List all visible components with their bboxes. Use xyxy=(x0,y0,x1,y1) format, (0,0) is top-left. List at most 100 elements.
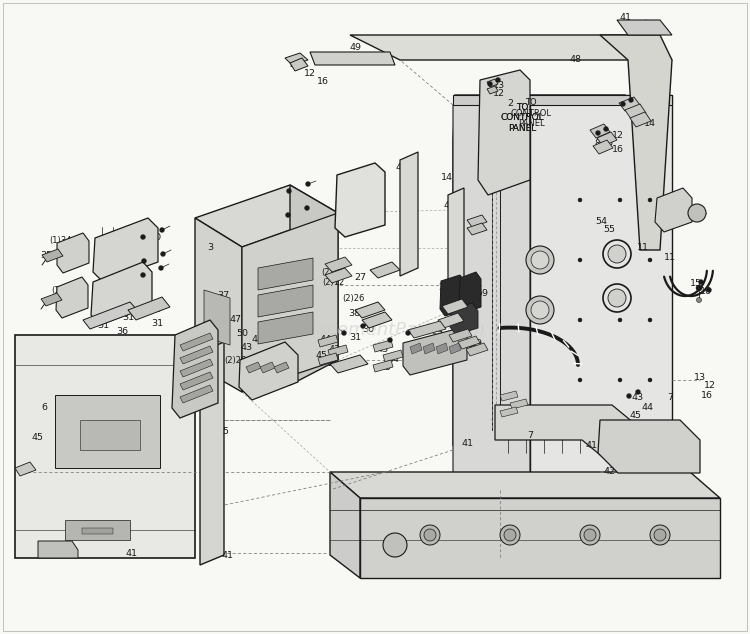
Circle shape xyxy=(140,273,146,278)
Text: 56: 56 xyxy=(40,541,52,550)
Polygon shape xyxy=(617,20,672,35)
Text: 45: 45 xyxy=(379,363,391,373)
Circle shape xyxy=(706,287,712,292)
Text: (2)29: (2)29 xyxy=(321,268,343,276)
Text: 11: 11 xyxy=(637,242,649,252)
Polygon shape xyxy=(82,528,113,534)
Text: (1)34: (1)34 xyxy=(51,285,74,295)
Text: 40: 40 xyxy=(290,60,302,70)
Circle shape xyxy=(584,529,596,541)
Text: 43: 43 xyxy=(377,346,389,354)
Text: 49: 49 xyxy=(349,44,361,53)
Polygon shape xyxy=(410,343,422,354)
Circle shape xyxy=(406,330,410,335)
Circle shape xyxy=(496,77,500,82)
Text: 41: 41 xyxy=(222,550,234,559)
Text: 24: 24 xyxy=(327,359,339,368)
Text: 51: 51 xyxy=(349,179,361,188)
Text: 17: 17 xyxy=(453,335,465,344)
Text: 4: 4 xyxy=(396,162,402,172)
Polygon shape xyxy=(350,35,672,60)
Text: 31: 31 xyxy=(122,313,134,323)
Polygon shape xyxy=(318,353,338,365)
Text: 31: 31 xyxy=(94,290,106,299)
Polygon shape xyxy=(128,297,170,320)
Polygon shape xyxy=(373,360,393,372)
Text: 5: 5 xyxy=(222,427,228,436)
Text: 41: 41 xyxy=(462,439,474,448)
Polygon shape xyxy=(180,385,213,403)
Polygon shape xyxy=(38,541,78,558)
Polygon shape xyxy=(600,35,672,250)
Polygon shape xyxy=(310,52,395,65)
Text: 7: 7 xyxy=(527,432,533,441)
Text: 20: 20 xyxy=(450,278,462,287)
Circle shape xyxy=(158,266,164,271)
Circle shape xyxy=(608,289,626,307)
Polygon shape xyxy=(355,302,385,318)
Circle shape xyxy=(286,212,290,217)
Polygon shape xyxy=(204,290,230,345)
Text: 31: 31 xyxy=(97,321,109,330)
Circle shape xyxy=(618,258,622,262)
Text: 44: 44 xyxy=(319,335,331,344)
Polygon shape xyxy=(360,498,720,578)
Text: 58: 58 xyxy=(444,337,456,346)
Circle shape xyxy=(526,296,554,324)
Polygon shape xyxy=(625,104,646,119)
Text: 35: 35 xyxy=(40,250,52,259)
Polygon shape xyxy=(55,395,160,468)
Text: 10: 10 xyxy=(676,216,688,224)
Text: 55: 55 xyxy=(603,224,615,233)
Circle shape xyxy=(688,204,706,222)
Polygon shape xyxy=(260,362,275,373)
Text: 7: 7 xyxy=(667,394,673,403)
Text: 12: 12 xyxy=(704,382,716,391)
Text: 44: 44 xyxy=(252,335,264,344)
Text: (1)34: (1)34 xyxy=(49,236,71,245)
Circle shape xyxy=(618,378,622,382)
Circle shape xyxy=(388,337,392,342)
Polygon shape xyxy=(41,293,62,306)
Circle shape xyxy=(488,82,493,86)
Text: 11: 11 xyxy=(664,252,676,261)
Circle shape xyxy=(628,98,634,103)
Circle shape xyxy=(286,188,292,193)
Polygon shape xyxy=(453,95,672,105)
Text: 15: 15 xyxy=(690,278,702,287)
Circle shape xyxy=(424,529,436,541)
Text: TO
CONTROL
PANEL: TO CONTROL PANEL xyxy=(500,103,544,133)
Text: 48: 48 xyxy=(569,56,581,65)
Polygon shape xyxy=(91,262,152,325)
Polygon shape xyxy=(436,343,448,354)
Circle shape xyxy=(697,297,701,302)
Text: 16: 16 xyxy=(317,77,329,86)
Polygon shape xyxy=(453,95,672,490)
Polygon shape xyxy=(274,362,289,373)
Text: 57: 57 xyxy=(431,330,443,339)
Polygon shape xyxy=(500,391,518,401)
Circle shape xyxy=(604,127,608,131)
Text: 50: 50 xyxy=(236,328,248,337)
Text: 13: 13 xyxy=(493,81,505,89)
Polygon shape xyxy=(180,372,213,390)
Circle shape xyxy=(361,323,365,328)
Circle shape xyxy=(578,258,582,262)
Text: 36: 36 xyxy=(106,309,118,318)
Circle shape xyxy=(620,101,626,107)
Polygon shape xyxy=(180,359,213,377)
Polygon shape xyxy=(442,299,468,314)
Text: 47: 47 xyxy=(230,316,242,325)
Circle shape xyxy=(578,198,582,202)
Circle shape xyxy=(341,330,346,335)
Text: 16: 16 xyxy=(701,392,713,401)
Text: 22: 22 xyxy=(461,304,473,313)
Polygon shape xyxy=(325,257,352,272)
Polygon shape xyxy=(655,188,692,232)
Text: TO
CONTROL
PANEL: TO CONTROL PANEL xyxy=(500,103,544,133)
Text: 45: 45 xyxy=(630,411,642,420)
Text: 19: 19 xyxy=(471,339,483,347)
Text: 44: 44 xyxy=(388,356,400,365)
Text: 39: 39 xyxy=(368,318,380,327)
Text: 23: 23 xyxy=(455,318,467,327)
